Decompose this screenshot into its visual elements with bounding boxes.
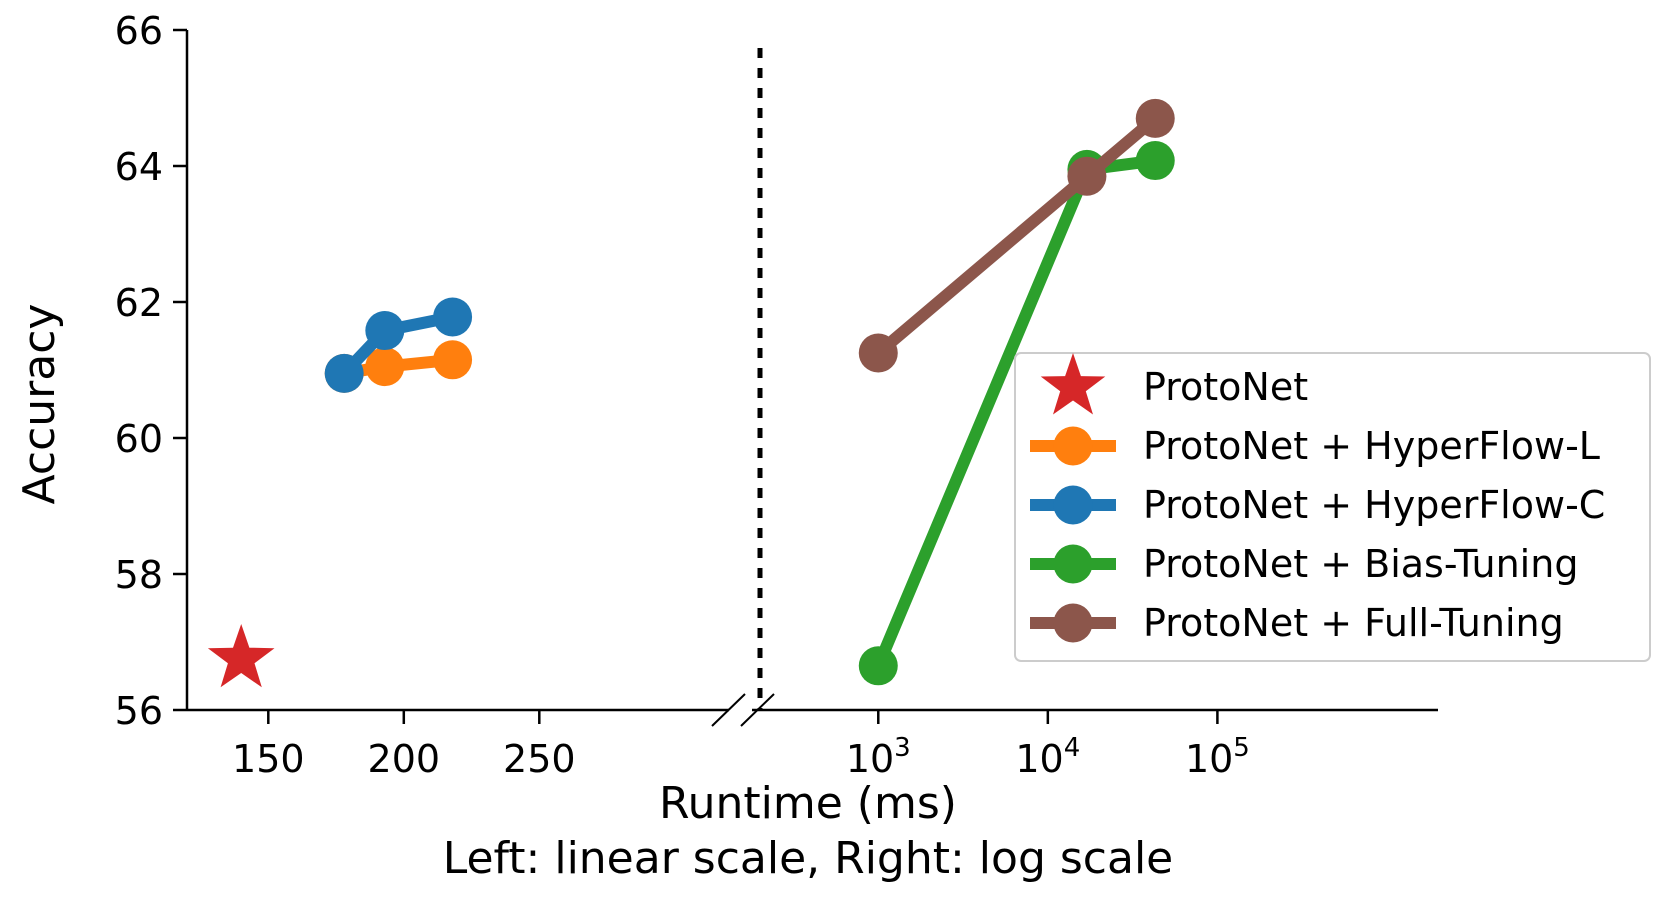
series-line [874, 113, 1160, 358]
legend-item: ProtoNet + HyperFlow-L [1030, 424, 1600, 468]
legend-label: ProtoNet + HyperFlow-L [1143, 424, 1600, 468]
legend: ProtoNet ProtoNet + HyperFlow-L ProtoNet +… [1014, 352, 1651, 662]
data-point [365, 311, 405, 351]
x-tick-label: 150 [232, 737, 305, 781]
legend-marker [1053, 544, 1093, 584]
legend-frame [1014, 352, 1651, 662]
axes: 56 58 60 62 64 66 150 200 250 103 104 105 [115, 9, 1438, 781]
plot-area [207, 98, 1175, 688]
axis-break-mark [711, 693, 746, 727]
legend-item: ProtoNet + HyperFlow-C [1030, 483, 1605, 527]
data-point [858, 646, 898, 686]
x-axis-label: Runtime (ms) [659, 778, 957, 829]
legend-item: ProtoNet + Bias-Tuning [1030, 542, 1578, 586]
x-tick-label: 103 [846, 733, 911, 781]
y-tick-label: 60 [115, 417, 163, 461]
legend-label: ProtoNet + Full-Tuning [1143, 601, 1564, 645]
legend-item: ProtoNet [1040, 353, 1308, 415]
data-point [433, 340, 473, 380]
x-tick-label: 250 [503, 737, 576, 781]
data-point [858, 333, 898, 373]
y-tick-label: 64 [115, 145, 163, 189]
data-point [365, 347, 405, 387]
y-tick-label: 62 [115, 281, 163, 325]
y-tick-label: 66 [115, 9, 163, 53]
data-point-star [207, 624, 275, 688]
legend-star-marker [1040, 353, 1106, 415]
legend-marker [1053, 603, 1093, 643]
legend-item: ProtoNet + Full-Tuning [1030, 601, 1564, 645]
data-point [1135, 141, 1175, 181]
x-tick-label: 104 [1015, 733, 1080, 781]
x-axis-sublabel: Left: linear scale, Right: log scale [443, 833, 1174, 884]
y-axis-label: Accuracy [14, 304, 65, 505]
y-tick-label: 58 [115, 553, 163, 597]
data-point [324, 353, 364, 393]
x-tick-label: 105 [1185, 733, 1250, 781]
legend-marker [1053, 426, 1093, 466]
data-point [1135, 98, 1175, 138]
legend-marker [1053, 485, 1093, 525]
legend-label: ProtoNet [1143, 365, 1308, 409]
legend-label: ProtoNet + Bias-Tuning [1143, 542, 1578, 586]
y-tick-label: 56 [115, 689, 163, 733]
x-tick-label: 200 [368, 737, 441, 781]
legend-label: ProtoNet + HyperFlow-C [1143, 483, 1605, 527]
data-point [1067, 156, 1107, 196]
data-point [433, 297, 473, 337]
